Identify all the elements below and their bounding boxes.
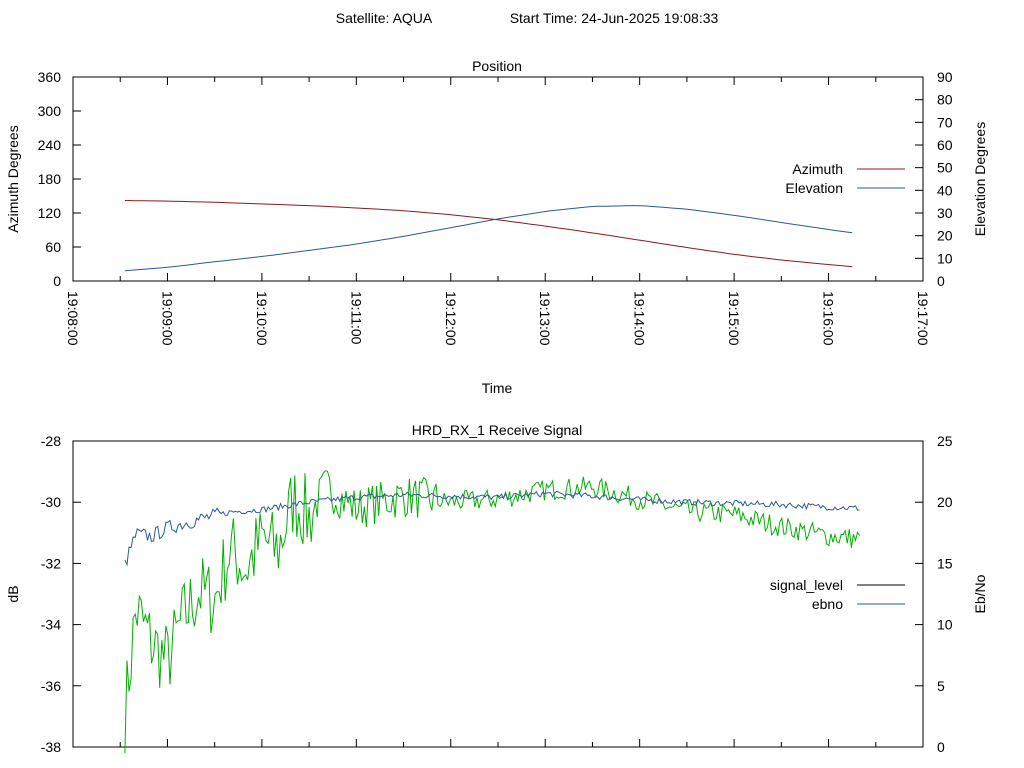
signal-y-tick-label: -38 (41, 739, 61, 755)
position-x-tick-label: 19:12:00 (443, 291, 459, 346)
position-y2-tick-label: 50 (937, 160, 953, 176)
signal-plot-frame (72, 440, 924, 748)
position-x-tick-label: 19:17:00 (915, 291, 931, 346)
position-x-tick-label: 19:09:00 (159, 291, 175, 346)
signal-series-ebno-line (124, 490, 860, 567)
position-series-Elevation-line (124, 205, 853, 272)
position-legend: Azimuth Elevation (785, 161, 905, 196)
legend-ebno-label: ebno (812, 596, 843, 612)
signal-legend: signal_level ebno (770, 577, 905, 612)
position-axes: 0 60 120 180 240 300 360 0 10 20 30 40 50 60 70 80 90 19:… (38, 69, 953, 346)
legend-signal-level-label: signal_level (770, 577, 843, 593)
signal-y-tick-label: -34 (41, 617, 61, 633)
position-plot-frame (72, 76, 924, 282)
signal-y-tick-label: -30 (41, 494, 61, 510)
signal-y-tick-label: -28 (41, 433, 61, 449)
position-y2-tick-label: 30 (937, 205, 953, 221)
position-y2-tick-label: 90 (937, 69, 953, 85)
position-y2-tick-label: 70 (937, 114, 953, 130)
position-x-axis-label: Time (482, 380, 513, 396)
signal-chart-title: HRD_RX_1 Receive Signal (412, 422, 582, 438)
position-y-tick-label: 300 (38, 103, 62, 119)
position-y-tick-label: 180 (38, 171, 62, 187)
position-y-axis-label: Azimuth Degrees (5, 125, 21, 232)
position-y2-tick-label: 40 (937, 182, 953, 198)
signal-y2-axis-label: Eb/No (972, 574, 988, 613)
position-x-tick-label: 19:15:00 (726, 291, 742, 346)
signal-y-tick-label: -32 (41, 555, 61, 571)
signal-y2-tick-label: 20 (937, 494, 953, 510)
position-chart: Position 0 60 120 180 240 300 360 0 10 20 30 40 50 60… (5, 58, 988, 396)
signal-lines (124, 470, 861, 754)
signal-chart: HRD_RX_1 Receive Signal -38-36-34-32-30-… (5, 422, 988, 755)
position-y-tick-label: 120 (38, 205, 62, 221)
position-y2-tick-label: 60 (937, 137, 953, 153)
position-y2-axis-label: Elevation Degrees (972, 122, 988, 236)
position-chart-title: Position (472, 58, 522, 74)
figure-header-start-time: Start Time: 24-Jun-2025 19:08:33 (510, 10, 719, 26)
position-y2-tick-label: 0 (937, 273, 945, 289)
position-x-tick-label: 19:16:00 (821, 291, 837, 346)
position-y-tick-label: 60 (45, 239, 61, 255)
position-x-tick-label: 19:14:00 (632, 291, 648, 346)
position-series-Azimuth-line (124, 200, 853, 268)
figure-header-satellite: Satellite: AQUA (336, 10, 433, 26)
signal-axes: -38 -36 -34 -32 -30 -28 0 5 10 15 20 25 (41, 433, 953, 755)
signal-y-axis-label: dB (5, 585, 21, 602)
position-y2-tick-label: 80 (937, 92, 953, 108)
signal-y2-tick-label: 25 (937, 433, 953, 449)
position-y2-tick-label: 10 (937, 250, 953, 266)
position-x-tick-label: 19:10:00 (254, 291, 270, 346)
signal-y-tick-label: -36 (41, 678, 61, 694)
signal-y2-tick-label: 5 (937, 678, 945, 694)
position-x-tick-label: 19:11:00 (348, 291, 364, 345)
position-x-tick-label: 19:13:00 (537, 291, 553, 346)
position-y-tick-label: 0 (53, 273, 61, 289)
position-x-tick-label: 19:08:00 (65, 291, 81, 346)
legend-azimuth-label: Azimuth (792, 161, 843, 177)
position-y2-tick-label: 20 (937, 228, 953, 244)
signal-y2-tick-label: 10 (937, 617, 953, 633)
signal-series-signal_level-line (124, 470, 861, 754)
signal-y2-tick-label: 0 (937, 739, 945, 755)
legend-elevation-label: Elevation (785, 180, 843, 196)
position-y-tick-label: 360 (38, 69, 62, 85)
signal-y2-tick-label: 15 (937, 555, 953, 571)
position-lines (124, 200, 853, 272)
position-y-tick-label: 240 (38, 137, 62, 153)
